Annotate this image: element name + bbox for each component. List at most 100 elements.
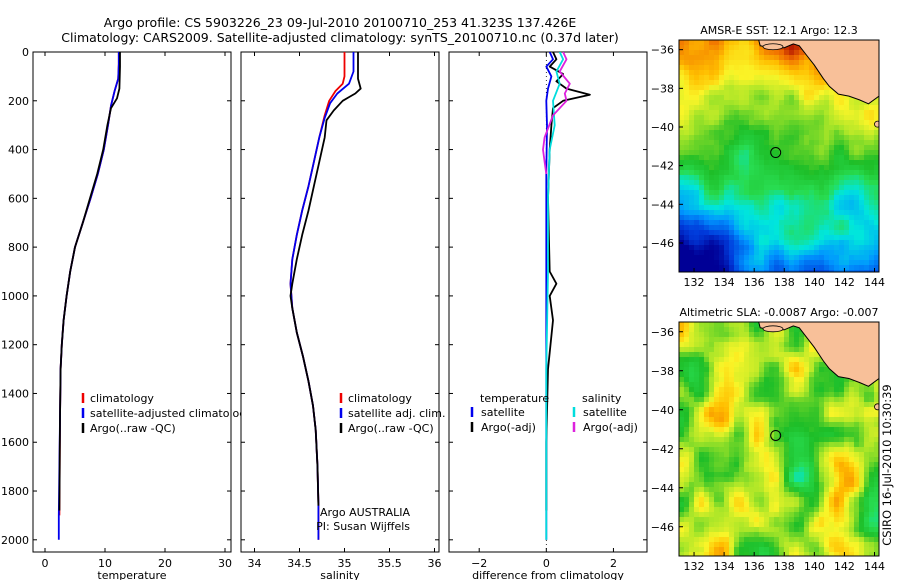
heatmap-cell — [849, 392, 855, 398]
heatmap-cell — [784, 397, 790, 403]
heatmap-cell — [689, 537, 695, 543]
heatmap-cell — [719, 522, 725, 528]
heatmap-cell — [819, 507, 825, 513]
heatmap-cell — [744, 547, 750, 553]
heatmap-cell — [799, 462, 805, 468]
heatmap-cell — [724, 537, 730, 543]
heatmap-cell — [829, 517, 835, 523]
heatmap-cell — [774, 497, 780, 503]
heatmap-cell — [679, 155, 685, 161]
heatmap-cell — [804, 250, 810, 256]
heatmap-cell — [804, 482, 810, 488]
heatmap-cell — [719, 110, 725, 116]
heatmap-cell — [689, 497, 695, 503]
heatmap-cell — [744, 160, 750, 166]
heatmap-cell — [834, 482, 840, 488]
heatmap-cell — [684, 457, 690, 463]
heatmap-cell — [719, 542, 725, 548]
heatmap-cell — [679, 392, 685, 398]
heatmap-cell — [864, 175, 870, 181]
heatmap-cell — [829, 130, 835, 136]
y-tick-label: 1600 — [1, 436, 29, 449]
heatmap-cell — [704, 347, 710, 353]
heatmap-cell — [794, 240, 800, 246]
heatmap-cell — [754, 462, 760, 468]
heatmap-cell — [719, 407, 725, 413]
heatmap-cell — [764, 245, 770, 251]
heatmap-cell — [834, 155, 840, 161]
heatmap-cell — [734, 265, 740, 271]
heatmap-cell — [844, 225, 850, 231]
heatmap-cell — [804, 165, 810, 171]
heatmap-cell — [699, 407, 705, 413]
heatmap-cell — [734, 512, 740, 518]
heatmap-cell — [699, 462, 705, 468]
heatmap-cell — [744, 205, 750, 211]
heatmap-cell — [679, 412, 685, 418]
heatmap-cell — [859, 155, 865, 161]
heatmap-cell — [769, 377, 775, 383]
heatmap-cell — [684, 85, 690, 91]
heatmap-cell — [779, 225, 785, 231]
heatmap-cell — [874, 437, 879, 443]
heatmap-cell — [714, 507, 720, 513]
heatmap-cell — [864, 387, 870, 393]
heatmap-cell — [824, 532, 830, 538]
heatmap-cell — [679, 135, 685, 141]
heatmap-cell — [824, 260, 830, 266]
heatmap-cell — [724, 462, 730, 468]
heatmap-cell — [789, 347, 795, 353]
heatmap-cell — [769, 150, 775, 156]
heatmap-cell — [749, 512, 755, 518]
heatmap-cell — [819, 512, 825, 518]
heatmap-cell — [764, 200, 770, 206]
heatmap-cell — [734, 457, 740, 463]
heatmap-cell — [859, 165, 865, 171]
heatmap-cell — [739, 522, 745, 528]
heatmap-cell — [819, 175, 825, 181]
heatmap-cell — [764, 362, 770, 368]
heatmap-cell — [754, 60, 760, 66]
heatmap-cell — [819, 552, 825, 556]
heatmap-cell — [804, 145, 810, 151]
heatmap-cell — [679, 542, 685, 548]
heatmap-cell — [714, 90, 720, 96]
heatmap-cell — [869, 497, 875, 503]
heatmap-cell — [794, 265, 800, 271]
heatmap-cell — [874, 552, 879, 556]
heatmap-cell — [714, 75, 720, 81]
heatmap-cell — [784, 467, 790, 473]
heatmap-cell — [774, 547, 780, 553]
heatmap-cell — [839, 492, 845, 498]
heatmap-cell — [859, 472, 865, 478]
heatmap-cell — [744, 90, 750, 96]
heatmap-cell — [814, 532, 820, 538]
map-frame — [678, 321, 880, 557]
heatmap-cell — [784, 362, 790, 368]
heatmap-cell — [804, 175, 810, 181]
heatmap-cell — [809, 492, 815, 498]
heatmap-cell — [829, 210, 835, 216]
heatmap-cell — [799, 230, 805, 236]
heatmap-cell — [699, 362, 705, 368]
heatmap-cell — [794, 150, 800, 156]
heatmap-cell — [779, 190, 785, 196]
heatmap-cell — [694, 532, 700, 538]
heatmap-cell — [824, 235, 830, 241]
heatmap-cell — [859, 387, 865, 393]
heatmap-cell — [804, 527, 810, 533]
heatmap-cell — [864, 270, 870, 272]
heatmap-cell — [864, 140, 870, 146]
heatmap-cell — [694, 50, 700, 56]
heatmap-cell — [749, 352, 755, 358]
heatmap-cell — [794, 85, 800, 91]
heatmap-cell — [769, 170, 775, 176]
heatmap-cell — [684, 422, 690, 428]
heatmap-cell — [854, 170, 860, 176]
heatmap-cell — [694, 552, 700, 556]
heatmap-cell — [774, 180, 780, 186]
heatmap-cell — [779, 447, 785, 453]
heatmap-cell — [869, 245, 875, 251]
heatmap-cell — [754, 190, 760, 196]
heatmap-cell — [874, 100, 879, 106]
